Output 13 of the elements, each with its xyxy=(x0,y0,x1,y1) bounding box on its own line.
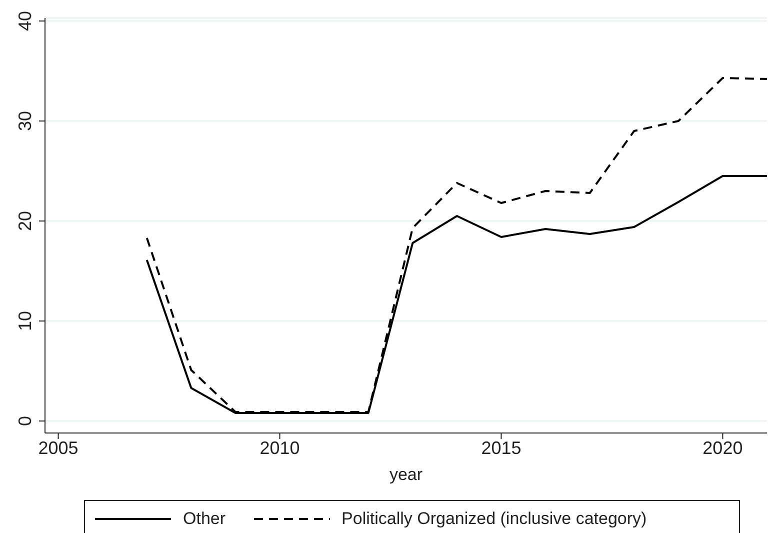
y-tick-label: 20 xyxy=(15,210,35,232)
y-tick-label: 40 xyxy=(15,10,35,32)
x-tick-label: 2015 xyxy=(481,438,522,458)
x-tick-label: 2010 xyxy=(260,438,300,458)
y-tick-label: 30 xyxy=(15,110,35,132)
y-tick-label: 10 xyxy=(15,310,35,332)
legend-label: Other xyxy=(183,509,226,529)
y-tick-label: 0 xyxy=(15,416,35,426)
legend-label: Politically Organized (inclusive category) xyxy=(342,509,647,529)
x-tick-label: 2005 xyxy=(38,438,78,458)
x-axis-title: year xyxy=(389,465,423,484)
x-tick-label: 2020 xyxy=(702,438,743,458)
line-series xyxy=(146,77,767,413)
